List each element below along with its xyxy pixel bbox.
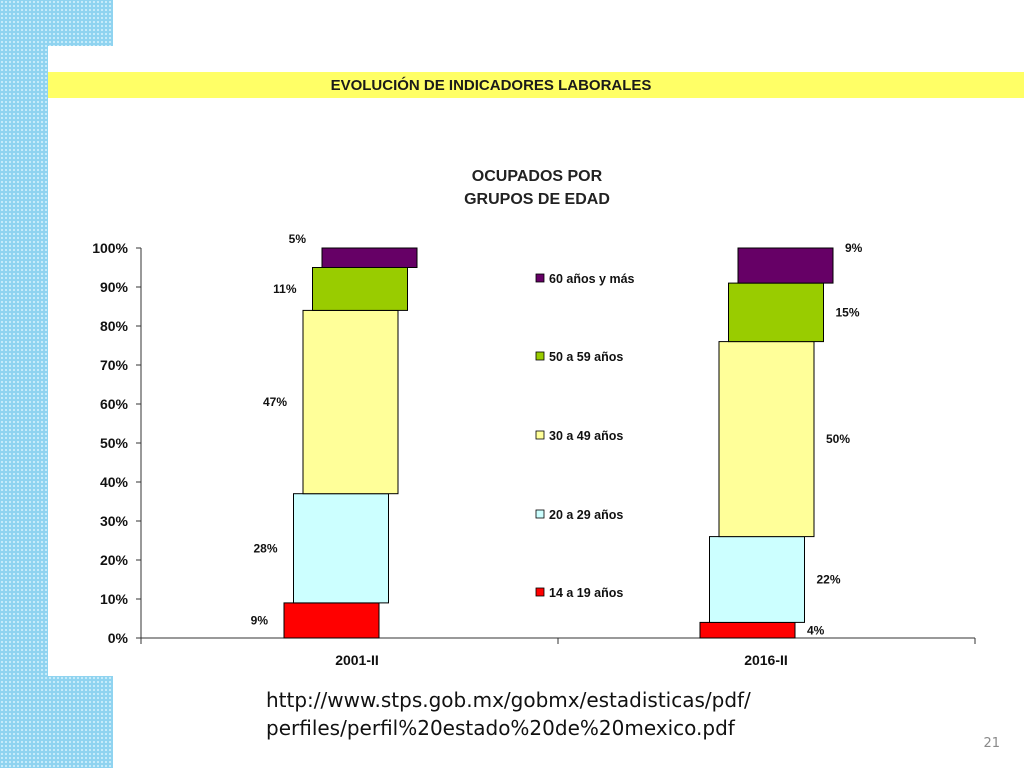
y-tick-label: 80% — [100, 318, 129, 334]
source-url-line-2: perfiles/perfil%20estado%20de%20mexico.p… — [266, 716, 735, 740]
data-label: 47% — [263, 395, 287, 409]
legend-swatch — [535, 430, 545, 440]
y-tick-label: 10% — [100, 591, 129, 607]
banner-title: EVOLUCIÓN DE INDICADORES LABORALES — [330, 77, 652, 94]
legend-swatch — [535, 509, 545, 519]
data-label: 28% — [253, 541, 277, 555]
y-tick-label: 30% — [100, 513, 129, 529]
data-label: 11% — [273, 282, 297, 296]
y-tick-label: 70% — [100, 357, 129, 373]
chart-title-line: OCUPADOS POR — [472, 168, 603, 185]
bar-segment — [699, 621, 796, 639]
y-tick-label: 40% — [100, 474, 129, 490]
y-tick-label: 60% — [100, 396, 129, 412]
bar-segment — [283, 602, 380, 639]
legend-swatch — [535, 273, 545, 283]
x-category-label: 2016-II — [744, 652, 788, 668]
legend-entry: 30 a 49 años — [549, 429, 623, 443]
bar-segment — [737, 247, 834, 284]
page-number: 21 — [983, 736, 1000, 751]
data-label: 15% — [836, 305, 860, 319]
source-url-line-1: http://www.stps.gob.mx/gobmx/estadistica… — [266, 688, 751, 712]
data-label: 50% — [826, 432, 850, 446]
data-label: 9% — [845, 241, 863, 255]
data-label: 5% — [289, 232, 307, 246]
slide-content: EVOLUCIÓN DE INDICADORES LABORALES — [48, 46, 1024, 676]
bar-segment — [718, 341, 815, 538]
data-label: 22% — [817, 573, 841, 587]
legend-swatch — [535, 351, 545, 361]
y-tick-label: 0% — [108, 630, 129, 646]
legend-entry: 60 años y más — [549, 272, 635, 286]
title-banner: EVOLUCIÓN DE INDICADORES LABORALES — [48, 72, 1024, 98]
chart-title-line: GRUPOS DE EDAD — [464, 191, 610, 208]
bar-segment — [321, 247, 418, 268]
y-tick-label: 100% — [92, 240, 128, 256]
legend-entry: 20 a 29 años — [549, 508, 623, 522]
bar-segment — [302, 309, 399, 495]
legend-entry: 50 a 59 años — [549, 350, 623, 364]
stacked-bar-chart: OCUPADOS POR GRUPOS DE EDAD 0% 10% 20% 30% 40%… — [92, 168, 976, 668]
y-tick-label: 90% — [100, 279, 129, 295]
y-tick-label: 50% — [100, 435, 129, 451]
y-tick-label: 20% — [100, 552, 129, 568]
x-category-label: 2001-II — [335, 652, 379, 668]
legend-entry: 14 a 19 años — [549, 586, 623, 600]
bar-segment — [293, 493, 389, 604]
bar-segment — [709, 536, 805, 623]
legend-swatch — [535, 587, 545, 597]
data-label: 9% — [251, 613, 269, 627]
bar-segment — [312, 267, 408, 311]
bar-segment — [728, 282, 824, 343]
source-url[interactable]: http://www.stps.gob.mx/gobmx/estadistica… — [266, 686, 751, 742]
data-label: 4% — [807, 623, 825, 637]
